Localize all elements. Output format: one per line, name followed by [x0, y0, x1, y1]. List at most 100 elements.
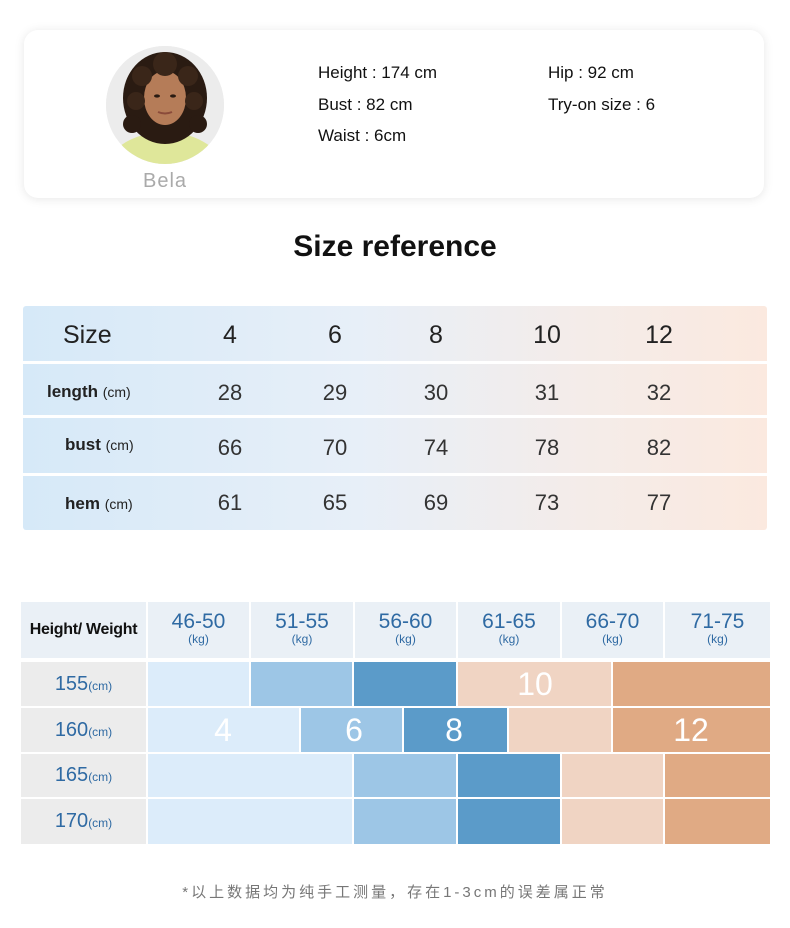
row-label-text: bust: [65, 435, 101, 454]
row-label-text: length: [47, 382, 98, 401]
height-label-155: 155(cm): [21, 662, 146, 706]
table-divider: [23, 473, 767, 476]
size-header-label: Size: [63, 321, 112, 349]
weight-range: 71-75: [690, 610, 745, 633]
size-label-8: 8: [445, 712, 463, 748]
row-label-length: length (cm): [47, 382, 131, 402]
model-waist: Waist : 6cm: [318, 126, 407, 145]
size-header-12: 12: [645, 321, 673, 349]
size-cell-4: [148, 708, 299, 752]
weight-unit: (kg): [291, 632, 313, 646]
height-weight-table: Height/ Weight 46-50 (kg) 51-55 (kg) 56-60…: [21, 602, 770, 844]
row-label-unit: (cm): [104, 496, 133, 512]
weight-header: 46-50 (kg): [148, 602, 249, 658]
size-header-6: 6: [328, 321, 342, 349]
size-cell-12: [613, 708, 770, 752]
weight-header: 71-75 (kg): [665, 602, 770, 658]
weight-header: 56-60 (kg): [355, 602, 456, 658]
weight-range: 46-50: [171, 610, 226, 633]
size-cell-4: [148, 754, 352, 797]
size-cell-10: [562, 754, 663, 797]
weight-unit: (kg): [602, 632, 623, 646]
height-value: 165: [54, 764, 89, 786]
table-cell: 29: [322, 380, 348, 405]
table-cell: 77: [646, 490, 672, 515]
size-cell-10: [458, 662, 611, 706]
model-avatar: [106, 46, 224, 164]
height-label-165: 165(cm): [21, 754, 146, 797]
height-value: 155: [54, 673, 89, 695]
weight-unit: (kg): [707, 632, 728, 646]
height-weight-header: Height/ Weight: [21, 602, 146, 658]
model-bust: Bust : 82 cm: [318, 95, 413, 114]
weight-range: 51-55: [275, 610, 329, 633]
size-cell-6: [301, 708, 402, 752]
size-cell-8: [458, 799, 560, 844]
size-cell-6: [354, 754, 456, 797]
size-label-10: 10: [517, 666, 553, 702]
size-cell-8: [404, 708, 507, 752]
weight-range: 61-65: [482, 610, 536, 633]
height-unit: (cm): [88, 770, 113, 784]
size-cell-6: [251, 662, 352, 706]
size-cell-6: [354, 799, 456, 844]
size-cell-8: [458, 754, 560, 797]
measurement-footnote: *以上数据均为纯手工测量，存在1-3cm的误差属正常: [182, 884, 608, 901]
height-unit: (cm): [88, 816, 113, 830]
table-cell: 78: [534, 435, 560, 460]
weight-range: 56-60: [378, 610, 433, 633]
model-portrait-image: [106, 46, 224, 164]
size-label-12: 12: [673, 712, 709, 748]
page-title: Size reference: [293, 230, 497, 263]
weight-header: 61-65 (kg): [458, 602, 560, 658]
size-label-4: 4: [214, 712, 232, 748]
table-cell: 69: [423, 490, 449, 515]
size-cell-10: [509, 708, 611, 752]
height-label-170: 170(cm): [21, 799, 146, 844]
height-value: 170: [54, 810, 89, 832]
table-cell: 74: [423, 435, 449, 460]
height-label-160: 160(cm): [21, 708, 146, 752]
size-label-6: 6: [345, 712, 363, 748]
size-cell-4: [148, 662, 249, 706]
size-cell-12: [613, 662, 770, 706]
table-cell: 61: [217, 490, 243, 515]
table-cell: 28: [217, 380, 243, 405]
model-hip: Hip : 92 cm: [548, 63, 634, 82]
size-cell-10: [562, 799, 663, 844]
weight-unit: (kg): [498, 632, 520, 646]
table-cell: 30: [423, 380, 449, 405]
weight-header: 66-70 (kg): [562, 602, 663, 658]
table-cell: 70: [322, 435, 348, 460]
row-label-text: hem: [65, 494, 100, 513]
height-unit: (cm): [88, 679, 113, 693]
row-label-hem: hem (cm): [65, 494, 133, 514]
model-tryon-size: Try-on size : 6: [548, 95, 656, 114]
table-cell: 66: [217, 435, 243, 460]
size-cell-4: [148, 799, 352, 844]
height-value: 160: [54, 719, 89, 741]
table-divider: [23, 415, 767, 418]
height-unit: (cm): [88, 725, 113, 739]
size-header-8: 8: [429, 321, 443, 349]
table-divider: [23, 361, 767, 364]
table-cell: 32: [646, 380, 672, 405]
table-cell: 31: [534, 380, 560, 405]
weight-unit: (kg): [188, 632, 209, 646]
size-reference-table: Size 4 6 8 10 12 length (cm) 28 29 30 31…: [23, 306, 767, 530]
model-card: Bela Height : 174 cm Bust : 82 cm Waist …: [24, 30, 764, 198]
table-cell: 65: [322, 490, 348, 515]
model-height: Height : 174 cm: [318, 63, 438, 82]
row-label-bust: bust (cm): [65, 435, 134, 455]
model-name: Bela: [142, 170, 188, 192]
weight-unit: (kg): [395, 632, 416, 646]
table-cell: 73: [534, 490, 560, 515]
weight-range: 66-70: [585, 610, 640, 633]
table-cell: 82: [646, 435, 672, 460]
row-label-unit: (cm): [102, 384, 131, 400]
size-header-10: 10: [533, 321, 561, 349]
size-header-4: 4: [223, 321, 237, 349]
size-cell-12: [665, 754, 770, 797]
size-cell-12: [665, 799, 770, 844]
row-label-unit: (cm): [105, 437, 134, 453]
